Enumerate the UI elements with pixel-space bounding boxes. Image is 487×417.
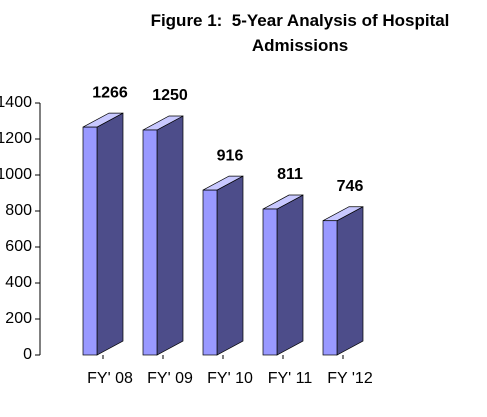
bar bbox=[202, 189, 218, 356]
y-tick-label: 400 bbox=[5, 274, 32, 291]
bar bbox=[262, 208, 278, 356]
bar bbox=[142, 129, 158, 356]
bar bbox=[82, 126, 98, 356]
value-label: 916 bbox=[217, 147, 244, 164]
chart-title: Figure 1: 5-Year Analysis of Hospital Ad… bbox=[150, 11, 454, 55]
x-tick-label: FY' 11 bbox=[268, 370, 313, 387]
bar-side bbox=[156, 115, 184, 356]
bar-side bbox=[336, 206, 364, 356]
bar-side bbox=[276, 194, 304, 356]
value-label: 811 bbox=[277, 166, 303, 183]
bar bbox=[322, 220, 338, 356]
y-tick-label: 1200 bbox=[0, 130, 32, 147]
value-label: 1250 bbox=[152, 87, 188, 104]
y-tick-label: 600 bbox=[5, 238, 32, 255]
bar-side bbox=[96, 112, 124, 356]
y-tick-label: 1400 bbox=[0, 94, 32, 111]
bar-side bbox=[216, 175, 244, 356]
value-label: 1266 bbox=[92, 84, 128, 101]
value-label: 746 bbox=[337, 178, 364, 195]
x-tick-label: FY '12 bbox=[327, 370, 373, 387]
y-tick-label: 200 bbox=[5, 310, 32, 327]
x-tick-label: FY' 09 bbox=[147, 370, 193, 387]
x-tick-label: FY' 10 bbox=[207, 370, 253, 387]
y-tick-label: 0 bbox=[23, 346, 32, 363]
y-tick-label: 1000 bbox=[0, 166, 32, 183]
y-tick-label: 800 bbox=[5, 202, 32, 219]
x-tick-label: FY' 08 bbox=[87, 370, 133, 387]
